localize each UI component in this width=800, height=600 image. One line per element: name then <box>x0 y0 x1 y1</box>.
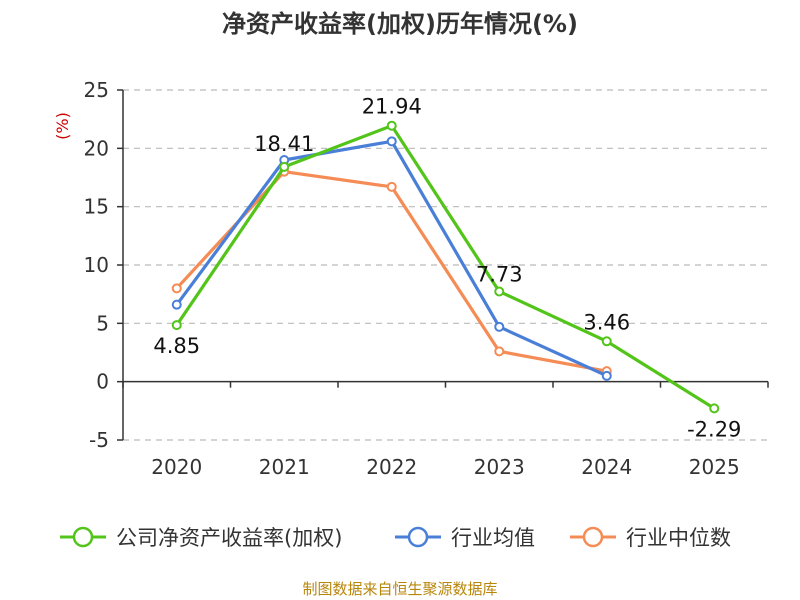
y-tick-label: 5 <box>96 311 109 335</box>
y-tick-label: 0 <box>96 370 109 394</box>
series-point <box>386 120 397 131</box>
legend-item[interactable]: 公司净资产收益率(加权) <box>60 526 342 550</box>
series-point <box>709 403 720 414</box>
series-point <box>601 370 612 381</box>
y-axis-unit: (%) <box>53 112 72 140</box>
y-tick-label: 25 <box>84 78 109 102</box>
x-tick-label: 2025 <box>689 455 740 479</box>
data-label: 18.41 <box>254 132 314 156</box>
x-tick-label: 2023 <box>474 455 525 479</box>
x-tick-label: 2020 <box>151 455 202 479</box>
axes: 25 20 15 10 5 0 -5 2020 2021 2022 2023 2024 2025 <box>84 78 769 479</box>
series-point <box>171 299 182 310</box>
x-tick-label: 2024 <box>581 455 632 479</box>
legend-marker <box>582 526 604 548</box>
y-tick-label: 15 <box>84 195 109 219</box>
chart-title: 净资产收益率(加权)历年情况(%) <box>222 10 578 38</box>
data-label: -2.29 <box>687 417 741 441</box>
legend-label: 行业中位数 <box>626 526 731 550</box>
series-point <box>171 320 182 331</box>
x-tick-label: 2021 <box>259 455 310 479</box>
series-point <box>279 161 290 172</box>
legend-item[interactable]: 行业均值 <box>395 526 535 550</box>
series-line <box>175 170 608 373</box>
series-point <box>386 136 397 147</box>
series-lines <box>171 120 720 414</box>
y-tick-label: -5 <box>89 428 109 452</box>
data-label: 21.94 <box>362 95 422 119</box>
legend: 公司净资产收益率(加权) 行业均值 行业中位数 <box>60 526 731 550</box>
source-note: 制图数据来自恒生聚源数据库 <box>302 580 497 598</box>
legend-item[interactable]: 行业中位数 <box>570 526 731 550</box>
data-label: 4.85 <box>153 334 200 358</box>
data-label: 3.46 <box>583 310 630 334</box>
series-point <box>601 336 612 347</box>
legend-marker <box>72 526 94 548</box>
legend-marker <box>407 526 429 548</box>
y-tick-label: 20 <box>84 136 109 160</box>
x-tick-label: 2022 <box>366 455 417 479</box>
y-tick-label: 10 <box>84 253 109 277</box>
legend-label: 行业均值 <box>451 526 535 550</box>
data-label: 7.73 <box>476 262 523 286</box>
series-point <box>386 181 397 192</box>
series-point <box>494 346 505 357</box>
series-line <box>175 139 608 378</box>
series-point <box>171 283 182 294</box>
series-line <box>175 124 716 410</box>
legend-label: 公司净资产收益率(加权) <box>116 526 342 550</box>
data-labels: 4.85 18.41 21.94 7.73 3.46 -2.29 <box>153 95 741 442</box>
series-point <box>494 286 505 297</box>
series-point <box>494 321 505 332</box>
